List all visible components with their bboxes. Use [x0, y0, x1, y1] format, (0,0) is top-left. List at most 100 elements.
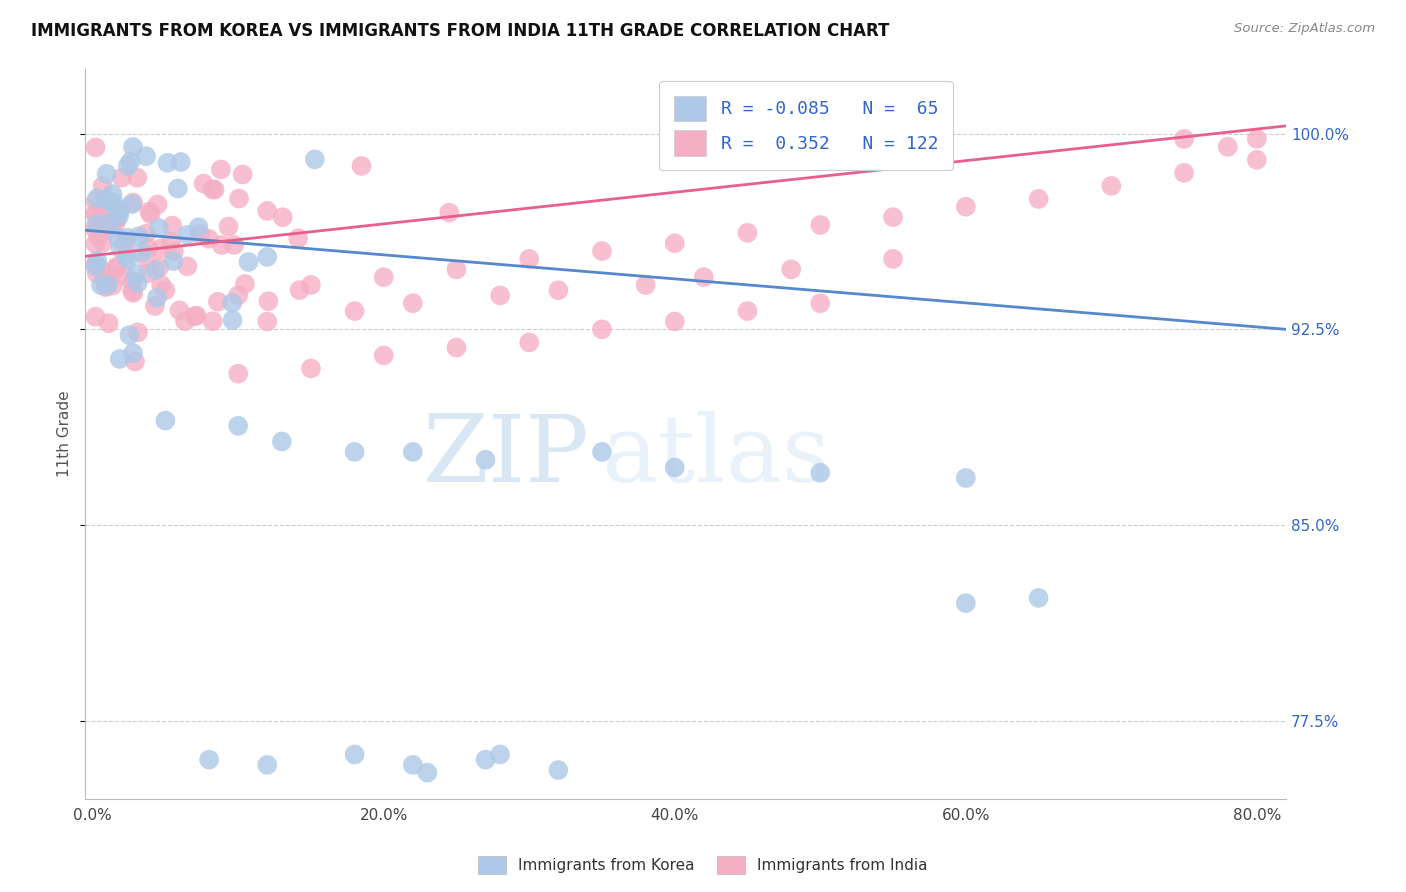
- Point: [591, 322, 613, 336]
- Point: [474, 452, 496, 467]
- Point: [808, 466, 831, 480]
- Point: [121, 197, 143, 211]
- Point: [780, 262, 803, 277]
- Point: [94, 279, 117, 293]
- Point: [127, 276, 149, 290]
- Point: [271, 211, 294, 225]
- Point: [737, 304, 759, 318]
- Point: [808, 218, 831, 232]
- Point: [174, 314, 197, 328]
- Point: [170, 155, 193, 169]
- Point: [148, 260, 170, 275]
- Point: [299, 277, 322, 292]
- Point: [207, 294, 229, 309]
- Point: [84, 205, 107, 219]
- Point: [86, 253, 108, 268]
- Point: [117, 252, 139, 266]
- Point: [226, 288, 249, 302]
- Point: [114, 268, 136, 283]
- Point: [1028, 192, 1050, 206]
- Point: [664, 314, 686, 328]
- Point: [299, 361, 322, 376]
- Point: [373, 270, 395, 285]
- Point: [122, 140, 145, 154]
- Point: [350, 159, 373, 173]
- Point: [84, 194, 107, 209]
- Point: [105, 260, 128, 274]
- Point: [128, 229, 150, 244]
- Point: [664, 236, 686, 251]
- Point: [97, 316, 120, 330]
- Point: [122, 285, 145, 300]
- Point: [108, 204, 131, 219]
- Point: [373, 348, 395, 362]
- Point: [135, 149, 157, 163]
- Point: [155, 283, 177, 297]
- Point: [138, 241, 160, 255]
- Point: [226, 418, 249, 433]
- Point: [100, 215, 122, 229]
- Point: [122, 195, 145, 210]
- Point: [416, 765, 439, 780]
- Text: ZIP: ZIP: [423, 410, 589, 500]
- Legend: Immigrants from Korea, Immigrants from India: Immigrants from Korea, Immigrants from I…: [472, 850, 934, 880]
- Point: [188, 227, 211, 241]
- Point: [474, 753, 496, 767]
- Point: [91, 179, 114, 194]
- Point: [288, 283, 311, 297]
- Point: [256, 250, 278, 264]
- Point: [517, 335, 540, 350]
- Point: [86, 191, 108, 205]
- Point: [108, 351, 131, 366]
- Point: [114, 236, 136, 251]
- Point: [163, 244, 186, 259]
- Point: [91, 235, 114, 250]
- Point: [489, 288, 512, 302]
- Point: [125, 267, 148, 281]
- Point: [118, 328, 141, 343]
- Point: [100, 202, 122, 216]
- Point: [93, 270, 115, 285]
- Point: [955, 200, 977, 214]
- Point: [84, 310, 107, 324]
- Point: [1216, 140, 1239, 154]
- Point: [256, 203, 278, 218]
- Point: [343, 445, 366, 459]
- Point: [693, 270, 716, 285]
- Point: [94, 275, 117, 289]
- Point: [160, 219, 183, 233]
- Point: [517, 252, 540, 266]
- Point: [955, 596, 977, 610]
- Point: [96, 167, 118, 181]
- Point: [84, 257, 107, 271]
- Point: [270, 434, 292, 449]
- Point: [1099, 178, 1122, 193]
- Legend: R = -0.085   N =  65, R =  0.352   N = 122: R = -0.085 N = 65, R = 0.352 N = 122: [659, 81, 953, 170]
- Point: [233, 277, 256, 291]
- Point: [101, 186, 124, 201]
- Point: [84, 208, 107, 222]
- Point: [187, 220, 209, 235]
- Point: [111, 170, 134, 185]
- Point: [167, 181, 190, 195]
- Point: [955, 471, 977, 485]
- Point: [201, 314, 224, 328]
- Point: [110, 242, 132, 256]
- Point: [94, 280, 117, 294]
- Point: [96, 269, 118, 284]
- Point: [547, 763, 569, 777]
- Point: [104, 215, 127, 229]
- Point: [201, 182, 224, 196]
- Point: [402, 445, 425, 459]
- Point: [446, 262, 468, 277]
- Point: [107, 231, 129, 245]
- Point: [591, 244, 613, 258]
- Point: [232, 168, 254, 182]
- Point: [1246, 132, 1268, 146]
- Point: [103, 196, 125, 211]
- Point: [117, 159, 139, 173]
- Point: [146, 291, 169, 305]
- Point: [1246, 153, 1268, 167]
- Point: [104, 262, 127, 277]
- Point: [217, 219, 239, 234]
